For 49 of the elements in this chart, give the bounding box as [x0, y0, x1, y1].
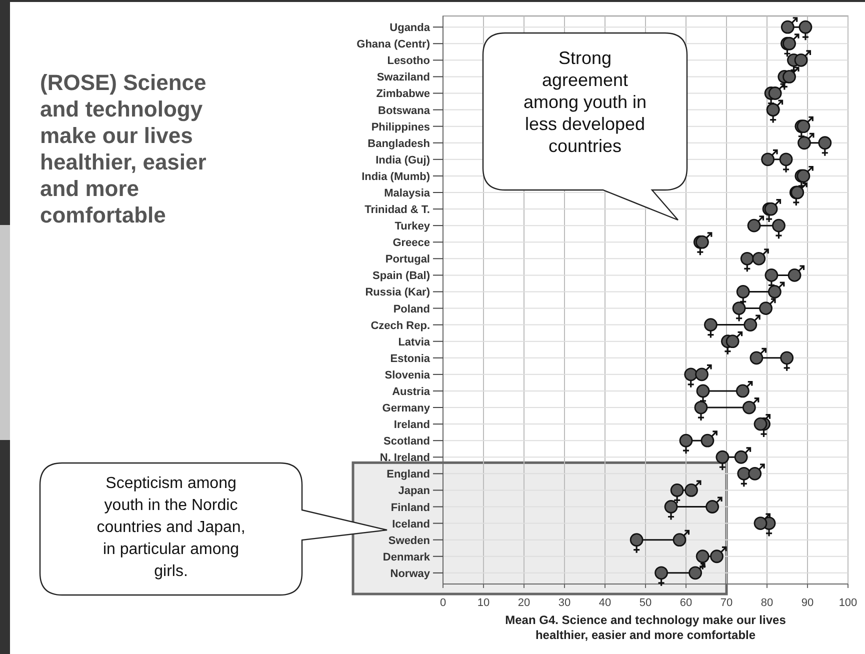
y-tick-label: Lesotho — [387, 55, 430, 68]
y-tick-label: N. Ireland — [380, 452, 430, 464]
x-tick-label: 60 — [680, 597, 692, 609]
y-tick-label: Norway — [390, 568, 431, 580]
y-tick-label: Poland — [393, 303, 430, 316]
y-tick-label: Portugal — [385, 254, 430, 266]
y-tick-label: Zimbabwe — [376, 88, 430, 100]
y-tick-label: Slovenia — [384, 369, 431, 382]
y-tick-label: Russia (Kar) — [365, 286, 430, 299]
y-tick-label: Bangladesh — [368, 138, 430, 150]
y-tick-label: Latvia — [398, 336, 431, 348]
y-tick-label: Germany — [382, 402, 431, 415]
x-tick-label: 50 — [639, 597, 652, 609]
x-tick-label: 90 — [801, 597, 814, 609]
y-tick-label: Estonia — [390, 352, 431, 365]
y-tick-label: Ghana (Centr) — [356, 38, 430, 51]
x-tick-label: 100 — [838, 597, 858, 609]
y-tick-label: Botswana — [378, 104, 431, 117]
y-tick-label: Uganda — [390, 22, 431, 34]
y-tick-label: Spain (Bal) — [372, 270, 430, 282]
y-tick-label: Japan — [398, 485, 430, 498]
x-tick-label: 0 — [440, 597, 446, 609]
y-tick-label: Turkey — [394, 220, 431, 233]
y-tick-label: Greece — [392, 237, 430, 250]
y-tick-label: Austria — [392, 386, 431, 398]
y-tick-label: Malaysia — [384, 187, 431, 200]
y-tick-label: Swaziland — [376, 72, 430, 84]
text: Scepticism among youth in the Nordic countries and Japan, in particular among girls. — [96, 475, 246, 580]
y-tick-label: Denmark — [382, 551, 431, 564]
x-axis-title: Mean G4. Science and technology make our lives healthier, easier and more comfortable — [505, 613, 786, 642]
y-tick-label: Czech Rep. — [370, 320, 430, 332]
y-tick-label: India (Guj) — [376, 154, 430, 166]
x-tick-label: 20 — [518, 597, 530, 609]
annotation: Strong agreement among youth in less developed countries — [523, 48, 647, 156]
x-tick-label: 10 — [477, 597, 490, 609]
y-tick-label: England — [386, 468, 430, 481]
x-tick-label: 40 — [598, 597, 612, 609]
y-tick-label: India (Mumb) — [362, 170, 430, 183]
y-tick-label: Finland — [390, 502, 430, 514]
x-tick-label: 30 — [558, 597, 571, 609]
y-tick-label: Philippines — [371, 121, 430, 134]
y-tick-label: Trinidad & T. — [364, 204, 430, 216]
y-tick-label: Scotland — [384, 436, 430, 448]
text: (ROSE) Science and technology make our lives healthier, easier and more comfortable — [40, 70, 207, 228]
y-tick-label: Iceland — [392, 518, 430, 530]
y-tick-label: Sweden — [388, 534, 430, 547]
x-tick-label: 70 — [720, 597, 733, 609]
y-tick-label: Ireland — [394, 419, 430, 432]
x-tick-label: 80 — [760, 597, 774, 609]
